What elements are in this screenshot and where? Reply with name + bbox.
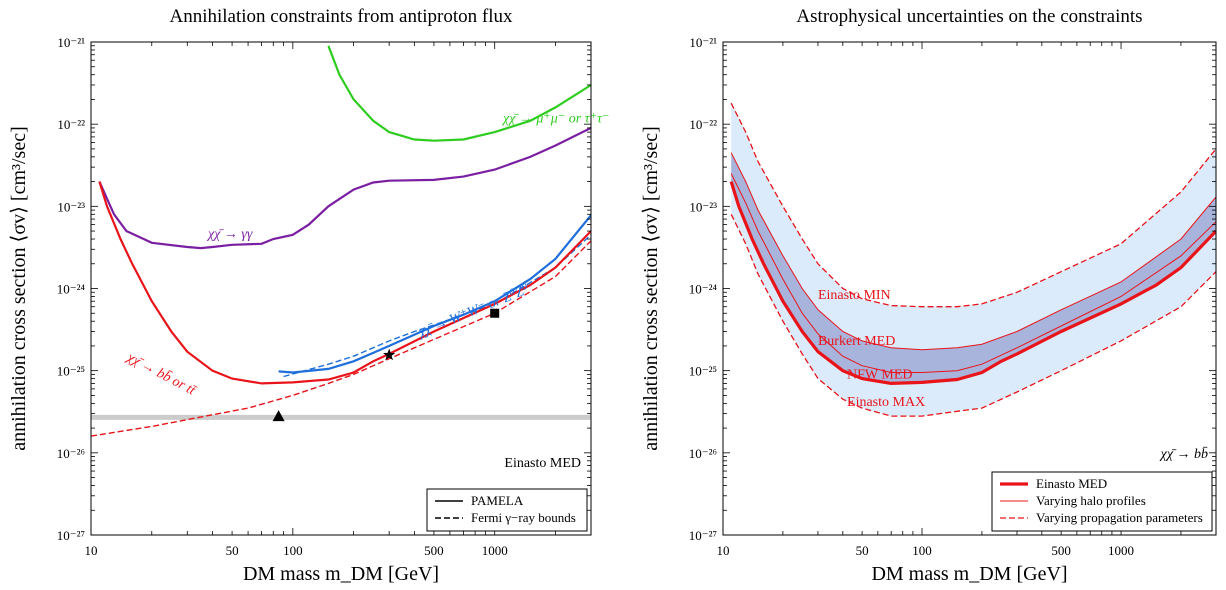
x-axis-label: DM mass m_DM [GeV] xyxy=(871,563,1067,585)
y-tick-label: 10⁻²² xyxy=(689,117,717,132)
series-label-nfw_med: NFW MED xyxy=(847,368,912,383)
y-tick-label: 10⁻²⁶ xyxy=(57,446,85,461)
y-tick-label: 10⁻²⁷ xyxy=(689,528,717,543)
series-ww_fermi xyxy=(283,234,591,378)
series-label-bb_pamela: χχ̄ → bb̄ or tt̄ xyxy=(123,349,199,400)
legend-box xyxy=(426,488,588,532)
series-einasto_min xyxy=(730,102,1216,308)
series-mumu xyxy=(327,45,591,142)
y-tick-label: 10⁻²² xyxy=(57,117,85,132)
corner-label: χχ̄ → bb̄ xyxy=(1159,446,1208,462)
y-axis-label: annihilation cross section ⟨σv⟩ [cm³/sec… xyxy=(8,126,30,451)
chart-title: Astrophysical uncertainties on the const… xyxy=(796,6,1142,27)
y-tick-label: 10⁻²³ xyxy=(689,199,717,214)
marker-triangle xyxy=(272,410,285,422)
series-ww_pamela xyxy=(278,214,591,374)
chart-title: Annihilation constraints from antiproton… xyxy=(169,6,513,27)
x-tick-label: 100 xyxy=(283,543,303,558)
x-tick-label: 500 xyxy=(424,543,444,558)
series-burkert_med xyxy=(730,152,1216,351)
series-einasto_max xyxy=(730,214,1216,417)
y-tick-label: 10⁻²⁴ xyxy=(57,282,86,297)
plot-area xyxy=(729,102,1216,417)
series-label-gamma: χχ̄ → γγ xyxy=(206,227,253,242)
marker-star xyxy=(383,348,396,361)
series-label-ww_pamela: χχ̄ → W⁺W⁻ or Z⁰Z⁰ xyxy=(415,282,532,341)
y-tick-label: 10⁻²¹ xyxy=(57,35,85,50)
y-tick-label: 10⁻²³ xyxy=(57,199,85,214)
series-einasto_med xyxy=(729,181,1216,386)
series-nfw_med xyxy=(730,173,1216,373)
y-tick-label: 10⁻²⁵ xyxy=(57,364,85,379)
series-label-einasto_min: Einasto MIN xyxy=(818,288,891,303)
legend-label: Fermi γ−ray bounds xyxy=(471,510,576,525)
x-tick-label: 50 xyxy=(856,543,869,558)
corner-label: Einasto MED xyxy=(504,456,581,471)
series-label-mumu: χχ̄ → μ⁺μ⁻ or τ⁺τ⁻ xyxy=(501,111,609,126)
y-tick-label: 10⁻²⁶ xyxy=(689,446,717,461)
y-tick-label: 10⁻²⁵ xyxy=(689,364,717,379)
left-panel: χχ̄ → μ⁺μ⁻ or τ⁺τ⁻ χχ̄ → γγ χχ̄ → W⁺W⁻ or … xyxy=(8,6,609,585)
x-tick-label: 10 xyxy=(717,543,730,558)
x-tick-label: 1000 xyxy=(1108,543,1134,558)
y-axis-label: annihilation cross section ⟨σv⟩ [cm³/sec… xyxy=(640,126,662,451)
legend-label: Einasto MED xyxy=(1036,476,1107,491)
x-tick-label: 500 xyxy=(1051,543,1071,558)
marker-square xyxy=(490,308,500,318)
legend-label: PAMELA xyxy=(471,493,524,508)
x-tick-label: 1000 xyxy=(482,543,508,558)
series-bb_fermi xyxy=(91,240,591,437)
legend-box xyxy=(991,471,1213,532)
x-tick-label: 100 xyxy=(912,543,932,558)
y-tick-label: 10⁻²⁷ xyxy=(57,528,85,543)
legend-label: Varying halo profiles xyxy=(1036,493,1146,508)
x-tick-label: 10 xyxy=(85,543,98,558)
series-bb_pamela xyxy=(98,181,591,385)
series-gamma xyxy=(98,126,591,250)
x-tick-label: 50 xyxy=(226,543,239,558)
x-axis-label: DM mass m_DM [GeV] xyxy=(243,563,439,585)
y-tick-label: 10⁻²¹ xyxy=(689,35,717,50)
y-tick-label: 10⁻²⁴ xyxy=(689,282,718,297)
series-label-burkert_med: Burkert MED xyxy=(818,334,895,349)
series-label-einasto_max: Einasto MAX xyxy=(847,395,925,410)
right-panel: Einasto MIN Burkert MED NFW MED Einasto MAX… xyxy=(640,6,1217,585)
plot-area xyxy=(91,45,591,437)
legend-label: Varying propagation parameters xyxy=(1036,510,1203,525)
